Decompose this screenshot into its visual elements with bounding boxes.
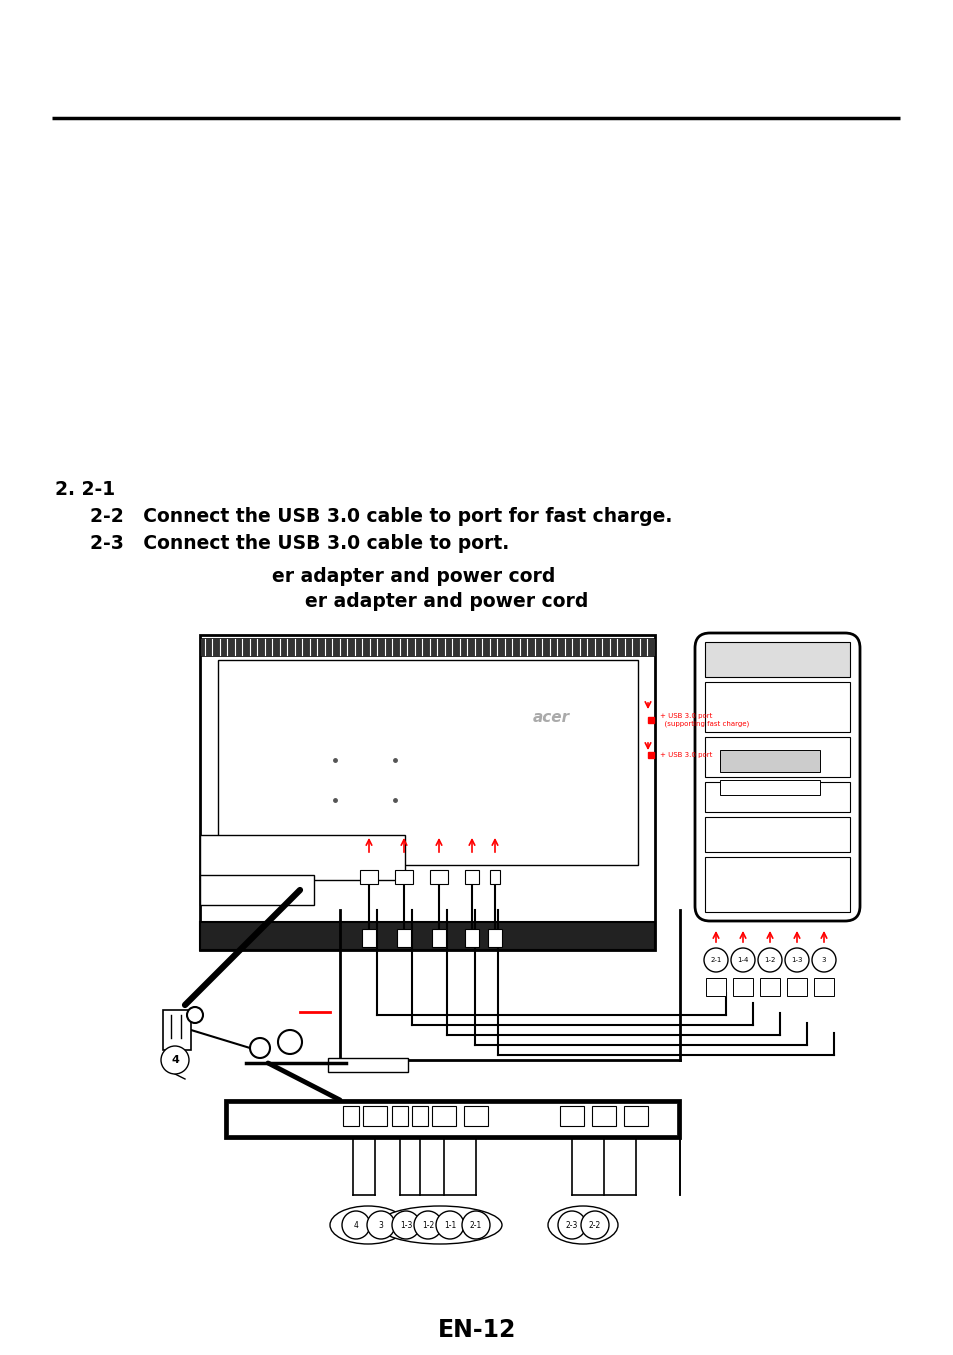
Text: er adapter and power cord: er adapter and power cord — [305, 592, 588, 611]
Text: 1-1: 1-1 — [443, 1221, 456, 1229]
Text: 1-4: 1-4 — [737, 957, 748, 963]
Bar — [488, 930, 501, 947]
Bar — [786, 978, 806, 996]
Circle shape — [784, 948, 808, 972]
Text: 2-1: 2-1 — [710, 957, 720, 963]
Bar — [163, 1009, 191, 1050]
Text: acer: acer — [533, 710, 569, 725]
Text: 2-2: 2-2 — [588, 1221, 600, 1229]
Ellipse shape — [330, 1206, 406, 1244]
Circle shape — [277, 1030, 302, 1054]
Circle shape — [367, 1211, 395, 1238]
Text: 2-1: 2-1 — [470, 1221, 481, 1229]
Text: EN-12: EN-12 — [437, 1318, 516, 1341]
Text: + USB 3.0 port: + USB 3.0 port — [659, 752, 712, 757]
Circle shape — [580, 1211, 608, 1238]
Text: 2-3: 2-3 — [565, 1221, 578, 1229]
Bar — [430, 870, 448, 883]
Bar — [592, 1106, 616, 1126]
Circle shape — [341, 1211, 370, 1238]
Text: + USB 3.0 port
  (supporting fast charge): + USB 3.0 port (supporting fast charge) — [659, 713, 748, 726]
Circle shape — [703, 948, 727, 972]
Text: er adapter and power cord: er adapter and power cord — [272, 566, 555, 585]
Bar — [704, 642, 849, 678]
Ellipse shape — [547, 1206, 618, 1244]
Bar — [361, 930, 375, 947]
Bar — [813, 978, 833, 996]
Ellipse shape — [377, 1206, 501, 1244]
Text: 3: 3 — [821, 957, 825, 963]
Bar — [720, 780, 820, 795]
Bar — [732, 978, 752, 996]
Bar — [705, 978, 725, 996]
Circle shape — [161, 1046, 189, 1075]
Circle shape — [558, 1211, 585, 1238]
Bar — [704, 782, 849, 812]
Circle shape — [392, 1211, 419, 1238]
Bar — [704, 856, 849, 912]
Circle shape — [187, 1007, 203, 1023]
Bar — [200, 921, 655, 950]
Bar — [218, 660, 638, 864]
Text: 2-3   Connect the USB 3.0 cable to port.: 2-3 Connect the USB 3.0 cable to port. — [90, 534, 509, 553]
Bar — [225, 1100, 679, 1138]
Circle shape — [436, 1211, 463, 1238]
FancyBboxPatch shape — [695, 633, 859, 921]
Bar — [704, 817, 849, 852]
Text: 3: 3 — [378, 1221, 383, 1229]
Circle shape — [730, 948, 754, 972]
Circle shape — [461, 1211, 490, 1238]
Circle shape — [758, 948, 781, 972]
Bar — [200, 638, 655, 656]
Bar — [359, 870, 377, 883]
Bar — [463, 1106, 488, 1126]
Bar — [490, 870, 499, 883]
Text: 4: 4 — [354, 1221, 358, 1229]
Bar — [328, 1058, 408, 1072]
Text: 1-2: 1-2 — [421, 1221, 434, 1229]
Bar — [720, 751, 820, 772]
Bar — [432, 1106, 456, 1126]
Bar — [412, 1106, 428, 1126]
Circle shape — [414, 1211, 441, 1238]
Bar — [704, 682, 849, 732]
Text: 1-3: 1-3 — [399, 1221, 412, 1229]
Bar — [704, 737, 849, 776]
Bar — [559, 1106, 583, 1126]
Text: 1-2: 1-2 — [763, 957, 775, 963]
Bar — [432, 930, 446, 947]
Bar — [200, 635, 655, 950]
Bar — [760, 978, 780, 996]
Bar — [395, 870, 413, 883]
Bar — [464, 930, 478, 947]
Text: 2. 2-1: 2. 2-1 — [55, 480, 115, 499]
Bar — [200, 835, 404, 879]
Circle shape — [250, 1038, 270, 1058]
Bar — [396, 930, 411, 947]
Bar — [200, 875, 314, 905]
Text: 4: 4 — [171, 1056, 179, 1065]
Bar — [343, 1106, 358, 1126]
Text: 2-2   Connect the USB 3.0 cable to port for fast charge.: 2-2 Connect the USB 3.0 cable to port fo… — [90, 507, 672, 526]
Bar — [464, 870, 478, 883]
Circle shape — [811, 948, 835, 972]
Bar — [228, 1103, 677, 1135]
Bar — [392, 1106, 408, 1126]
Bar — [363, 1106, 387, 1126]
Bar — [623, 1106, 647, 1126]
Text: 1-3: 1-3 — [790, 957, 801, 963]
